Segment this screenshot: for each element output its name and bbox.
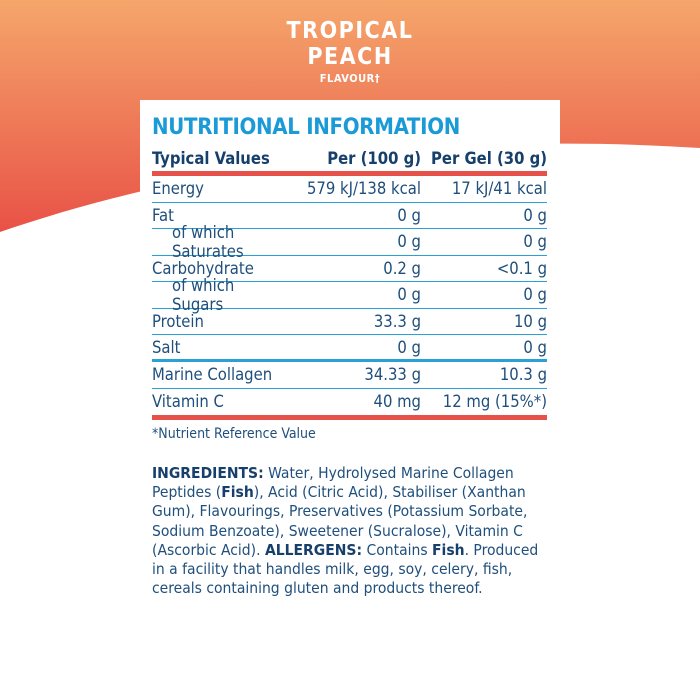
nutrient-name: of which Sugars <box>172 275 235 314</box>
value-per-100g: 34.33 g <box>364 365 421 385</box>
value-per-gel: <0.1 g <box>496 258 547 278</box>
value-per-gel: 0 g <box>523 232 547 252</box>
header-per-100g: Per (100 g) <box>327 148 421 168</box>
header-per-gel: Per Gel (30 g) <box>431 148 547 168</box>
allergen-fish: Fish <box>221 483 254 502</box>
table-bottom-divider <box>152 415 547 420</box>
table-row: of which Sugars 0 g 0 g <box>152 276 547 314</box>
allergens-label: ALLERGENS: <box>264 540 363 559</box>
nutrient-name: Carbohydrate <box>152 258 254 278</box>
value-per-100g: 33.3 g <box>373 311 421 331</box>
header-divider <box>152 171 547 176</box>
value-per-100g: 0 g <box>397 285 421 305</box>
nutrition-panel: NUTRITIONAL INFORMATION Typical Values P… <box>140 100 560 700</box>
nutrient-name: Protein <box>152 311 204 331</box>
table-row: Energy 579 kJ/138 kcal 17 kJ/41 kcal <box>152 176 547 203</box>
value-per-gel: 10 g <box>513 311 547 331</box>
nutrient-name: Energy <box>152 179 204 199</box>
table-row: Carbohydrate 0.2 g <0.1 g <box>152 256 547 282</box>
table-row: Fat 0 g 0 g <box>152 203 547 229</box>
value-per-100g: 0.2 g <box>383 258 421 278</box>
nutrient-name: Fat <box>152 205 174 225</box>
table-row: Marine Collagen 34.33 g 10.3 g <box>152 362 547 389</box>
table-row: Salt 0 g 0 g <box>152 335 547 362</box>
table-row: of which Saturates 0 g 0 g <box>152 223 547 261</box>
ingredients-part: Water, Hydrolysed Marine Collagen Peptid… <box>152 464 514 502</box>
value-per-gel: 12 mg (15%*) <box>442 391 547 411</box>
value-per-gel: 0 g <box>523 337 547 357</box>
footnote: *Nutrient Reference Value <box>152 426 316 442</box>
nutrition-table: Typical Values Per (100 g) Per Gel (30 g… <box>152 146 547 442</box>
flavour-label: FLAVOUR† <box>319 72 381 85</box>
value-per-100g: 0 g <box>397 337 421 357</box>
value-per-100g: 579 kJ/138 kcal <box>306 179 421 199</box>
table-row: Vitamin C 40 mg 12 mg (15%*) <box>152 389 547 415</box>
table-header: Typical Values Per (100 g) Per Gel (30 g… <box>152 146 547 170</box>
value-per-gel: 0 g <box>523 285 547 305</box>
ingredients-part: ), Acid (Citric Acid), Stabiliser (Xanth… <box>152 483 528 559</box>
flavour-name-line2: PEACH <box>307 44 393 70</box>
value-per-gel: 10.3 g <box>499 365 547 385</box>
header-typical-values: Typical Values <box>152 148 270 168</box>
nutrient-name: of which Saturates <box>172 222 244 261</box>
nutrient-name: Vitamin C <box>152 391 224 411</box>
ingredients-part: . Produced in a facility that handles mi… <box>152 540 539 598</box>
value-per-gel: 17 kJ/41 kcal <box>451 179 547 199</box>
value-per-gel: 0 g <box>523 205 547 225</box>
nutrition-title: NUTRITIONAL INFORMATION <box>152 115 460 140</box>
flavour-name-line1: TROPICAL <box>286 18 414 44</box>
value-per-100g: 0 g <box>397 205 421 225</box>
nutrient-name: Salt <box>152 337 181 357</box>
table-row: Protein 33.3 g 10 g <box>152 309 547 335</box>
ingredients-label: INGREDIENTS: <box>152 464 264 482</box>
nutrient-name: Marine Collagen <box>152 365 273 385</box>
allergen-fish: Fish <box>432 540 465 559</box>
ingredients-text: INGREDIENTS: Water, Hydrolysed Marine Co… <box>152 464 552 598</box>
value-per-100g: 40 mg <box>373 391 422 411</box>
value-per-100g: 0 g <box>397 232 421 252</box>
ingredients-part: Contains <box>362 540 433 559</box>
